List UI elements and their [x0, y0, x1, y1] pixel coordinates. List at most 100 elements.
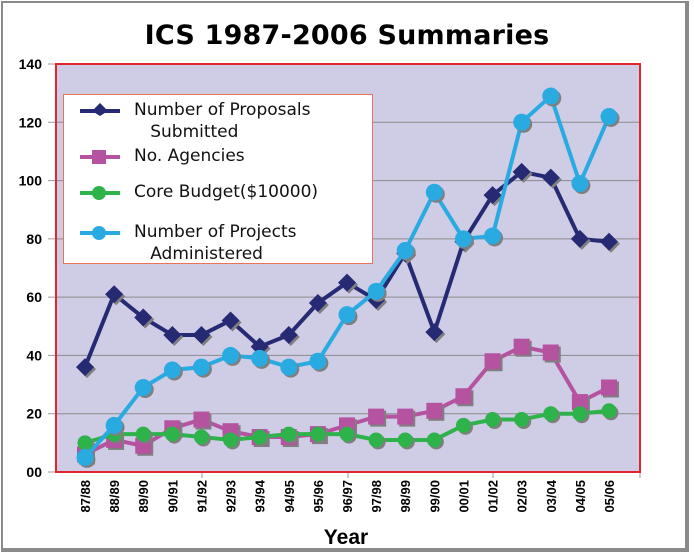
data-point: [600, 107, 618, 125]
data-point: [308, 293, 327, 312]
data-point: [192, 358, 210, 376]
data-point: [542, 344, 559, 361]
legend-marker: [92, 186, 106, 200]
data-point: [221, 311, 240, 330]
series-core-budget-10000-: [77, 403, 619, 453]
x-tick-label: 93/94: [253, 479, 268, 512]
data-point: [163, 361, 181, 379]
data-point: [454, 230, 472, 248]
data-point: [339, 426, 355, 442]
data-point: [135, 426, 151, 442]
data-point: [279, 326, 298, 345]
x-tick-label: 98/99: [398, 480, 413, 513]
y-tick-label: 120: [19, 114, 43, 130]
x-tick-label: 04/05: [573, 480, 588, 513]
data-point: [193, 429, 209, 445]
legend-symbol-square-icon: [80, 150, 120, 164]
data-point: [105, 416, 123, 434]
data-point: [338, 273, 356, 292]
data-point: [572, 406, 588, 422]
series-group: [76, 87, 620, 468]
data-point: [76, 448, 94, 466]
data-point: [338, 306, 356, 324]
data-point: [513, 338, 530, 355]
y-axis: 00 20 40 60 80 100 120 140: [19, 56, 56, 480]
data-point: [425, 323, 444, 342]
data-point: [309, 352, 327, 370]
x-tick-label: 01/02: [486, 480, 501, 513]
data-point: [600, 232, 618, 251]
y-tick-label: 40: [26, 347, 42, 363]
data-point: [192, 326, 211, 345]
data-point: [252, 429, 268, 445]
y-tick-label: 60: [26, 289, 42, 305]
data-point: [426, 402, 443, 419]
data-point: [484, 353, 501, 370]
x-tick-label: 88/89: [107, 480, 122, 513]
data-point: [485, 412, 501, 428]
data-point: [513, 113, 531, 131]
data-point: [134, 308, 153, 327]
x-tick-label: 90/91: [165, 480, 180, 513]
data-point: [541, 168, 560, 187]
x-tick-label: 89/90: [136, 480, 151, 513]
data-point: [571, 394, 588, 411]
data-point: [570, 229, 589, 248]
x-tick-label: 05/06: [602, 480, 617, 513]
chart-title: ICS 1987-2006 Summaries: [144, 20, 550, 51]
data-point: [310, 426, 326, 442]
legend-symbol-diamond-icon: [80, 103, 120, 116]
data-point: [368, 408, 385, 425]
legend-label: Number of Projects Administered: [134, 222, 297, 264]
data-point: [223, 432, 239, 448]
x-tick-label: 03/04: [544, 479, 559, 512]
series-number-of-proposals-submitted: [76, 162, 620, 379]
x-tick-label: 92/93: [224, 480, 239, 513]
data-point: [601, 379, 617, 396]
data-point: [164, 426, 180, 442]
x-tick-label: 99/00: [427, 480, 442, 513]
x-tick-label: 94/95: [282, 480, 297, 513]
data-point: [397, 432, 413, 448]
data-point: [76, 358, 94, 377]
data-point: [134, 378, 152, 396]
data-point: [368, 432, 384, 448]
y-tick-label: 20: [26, 406, 42, 422]
data-point: [484, 227, 502, 245]
y-tick-label: 00: [26, 464, 42, 480]
data-point: [163, 326, 182, 345]
data-point: [396, 242, 414, 260]
data-point: [426, 432, 442, 448]
y-tick-label: 80: [26, 231, 42, 247]
legend-marker: [92, 103, 108, 116]
legend-label: No. Agencies: [134, 146, 245, 166]
data-point: [455, 417, 471, 433]
data-point: [601, 403, 617, 419]
data-point: [77, 435, 93, 451]
legend-label: Core Budget($10000): [134, 182, 319, 202]
x-tick-label: 87/88: [78, 480, 93, 513]
plot-border: [55, 63, 641, 473]
x-axis-label: Year: [324, 526, 368, 549]
data-point: [222, 346, 240, 364]
y-tick-label: 100: [19, 173, 43, 189]
data-point: [512, 162, 531, 181]
data-point: [543, 406, 559, 422]
data-point: [425, 183, 443, 201]
x-tick-label: 91/92: [194, 480, 209, 513]
data-point: [483, 186, 502, 205]
data-point: [105, 285, 124, 304]
data-point: [542, 87, 560, 105]
legend-marker: [92, 226, 106, 240]
legend: Number of Proposals Submitted No. Agencie…: [63, 94, 373, 264]
legend-label: Number of Proposals Submitted: [134, 100, 311, 142]
data-point: [251, 349, 269, 367]
legend-symbol-circle-icon: [80, 226, 120, 240]
legend-marker: [92, 150, 106, 164]
data-point: [280, 358, 298, 376]
x-tick-label: 97/98: [369, 480, 384, 513]
data-point: [514, 412, 530, 428]
data-point: [571, 174, 589, 192]
data-point: [367, 282, 385, 300]
